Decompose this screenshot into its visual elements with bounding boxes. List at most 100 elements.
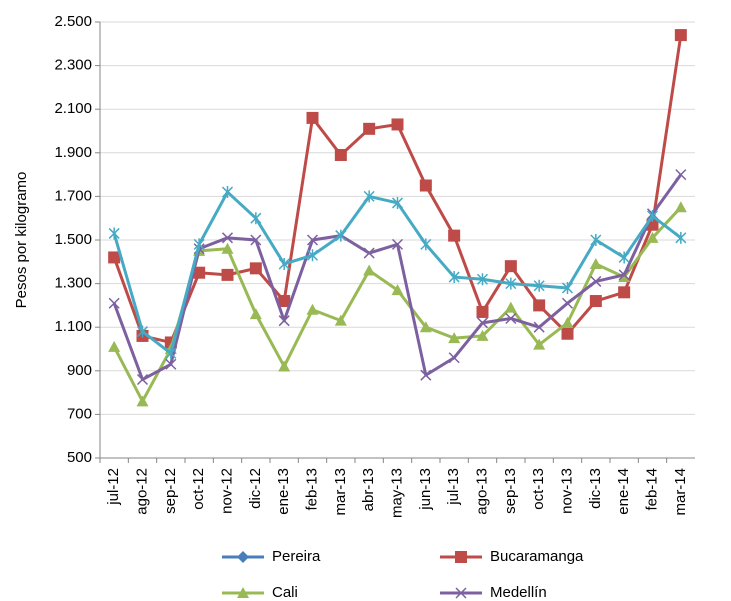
marker xyxy=(476,329,489,341)
marker xyxy=(334,314,347,326)
x-tick-label: dic-13 xyxy=(587,468,604,509)
x-tick-label: nov-13 xyxy=(558,468,575,514)
marker xyxy=(504,301,517,313)
marker xyxy=(334,148,347,161)
marker xyxy=(675,231,687,244)
marker xyxy=(589,295,602,308)
marker xyxy=(278,360,291,372)
marker xyxy=(590,275,602,287)
marker xyxy=(533,338,546,350)
marker xyxy=(108,227,120,240)
marker xyxy=(448,332,461,344)
marker xyxy=(306,234,319,246)
x-tick-label: sep-13 xyxy=(502,468,519,514)
marker xyxy=(476,273,489,286)
y-tick-label: 2.300 xyxy=(54,57,92,74)
marker xyxy=(476,317,489,329)
marker xyxy=(448,229,461,242)
marker xyxy=(476,305,489,318)
x-tick-label: jun-13 xyxy=(417,468,434,511)
marker xyxy=(363,190,375,203)
marker xyxy=(391,118,404,131)
marker xyxy=(646,210,659,223)
marker xyxy=(221,268,234,281)
marker xyxy=(306,249,319,262)
marker xyxy=(391,196,404,209)
marker xyxy=(674,29,687,42)
marker xyxy=(391,284,404,296)
marker xyxy=(306,111,319,124)
marker xyxy=(249,262,262,275)
x-tick-label: feb-14 xyxy=(643,468,660,511)
marker xyxy=(193,238,205,251)
x-tick-label: ene-13 xyxy=(275,468,292,515)
marker xyxy=(505,312,517,325)
legend-marker xyxy=(237,587,249,598)
marker xyxy=(335,229,347,242)
y-tick-label: 1.300 xyxy=(54,275,92,292)
y-tick-label: 1.900 xyxy=(54,144,92,161)
x-tick-label: oct-12 xyxy=(190,468,207,510)
marker xyxy=(618,271,631,283)
marker xyxy=(590,234,602,246)
marker xyxy=(136,325,149,338)
marker xyxy=(221,232,234,244)
marker xyxy=(561,281,574,294)
marker xyxy=(237,587,249,598)
marker xyxy=(278,295,291,308)
marker xyxy=(589,257,602,269)
marker xyxy=(391,238,404,250)
x-tick-label: dic-12 xyxy=(247,468,264,509)
x-tick-label: ene-14 xyxy=(615,468,632,515)
y-tick-label: 1.700 xyxy=(54,187,92,204)
marker xyxy=(278,257,290,270)
legend-marker xyxy=(455,587,467,599)
marker xyxy=(675,169,687,181)
marker xyxy=(455,551,467,563)
x-tick-label: oct-13 xyxy=(530,468,547,510)
y-tick-label: 900 xyxy=(67,362,92,379)
y-tick-label: 700 xyxy=(67,405,92,422)
marker xyxy=(674,201,687,213)
y-tick-label: 1.500 xyxy=(54,231,92,248)
legend-marker xyxy=(237,551,249,563)
marker xyxy=(561,327,574,340)
marker xyxy=(363,264,376,276)
legend-label: Bucaramanga xyxy=(490,548,584,565)
x-tick-label: ago-13 xyxy=(473,468,490,515)
marker xyxy=(108,297,120,309)
x-tick-label: abr-13 xyxy=(360,468,377,511)
marker xyxy=(448,271,460,284)
marker xyxy=(533,299,546,312)
y-tick-label: 2.500 xyxy=(54,13,92,30)
marker xyxy=(165,347,177,360)
marker xyxy=(165,358,177,370)
x-tick-label: jul-13 xyxy=(445,468,462,506)
marker xyxy=(136,395,149,407)
marker xyxy=(561,316,574,328)
marker xyxy=(249,308,262,320)
x-tick-label: jul-12 xyxy=(105,468,122,506)
marker xyxy=(221,242,234,254)
legend-label: Cali xyxy=(272,584,298,601)
y-tick-label: 2.100 xyxy=(54,100,92,117)
marker xyxy=(646,231,659,243)
marker xyxy=(419,321,432,333)
marker xyxy=(618,251,630,264)
x-tick-label: mar-14 xyxy=(672,468,689,516)
marker xyxy=(419,179,432,192)
x-tick-label: ago-12 xyxy=(133,468,150,515)
marker xyxy=(533,321,545,333)
marker xyxy=(533,279,545,292)
marker xyxy=(504,260,517,273)
y-tick-label: 500 xyxy=(67,449,92,466)
marker xyxy=(505,277,517,290)
marker xyxy=(618,286,631,299)
marker xyxy=(363,247,375,259)
marker xyxy=(455,587,467,599)
x-tick-label: may-13 xyxy=(388,468,405,518)
marker xyxy=(250,234,262,246)
legend-label: Medellín xyxy=(490,584,547,601)
marker xyxy=(618,269,630,281)
